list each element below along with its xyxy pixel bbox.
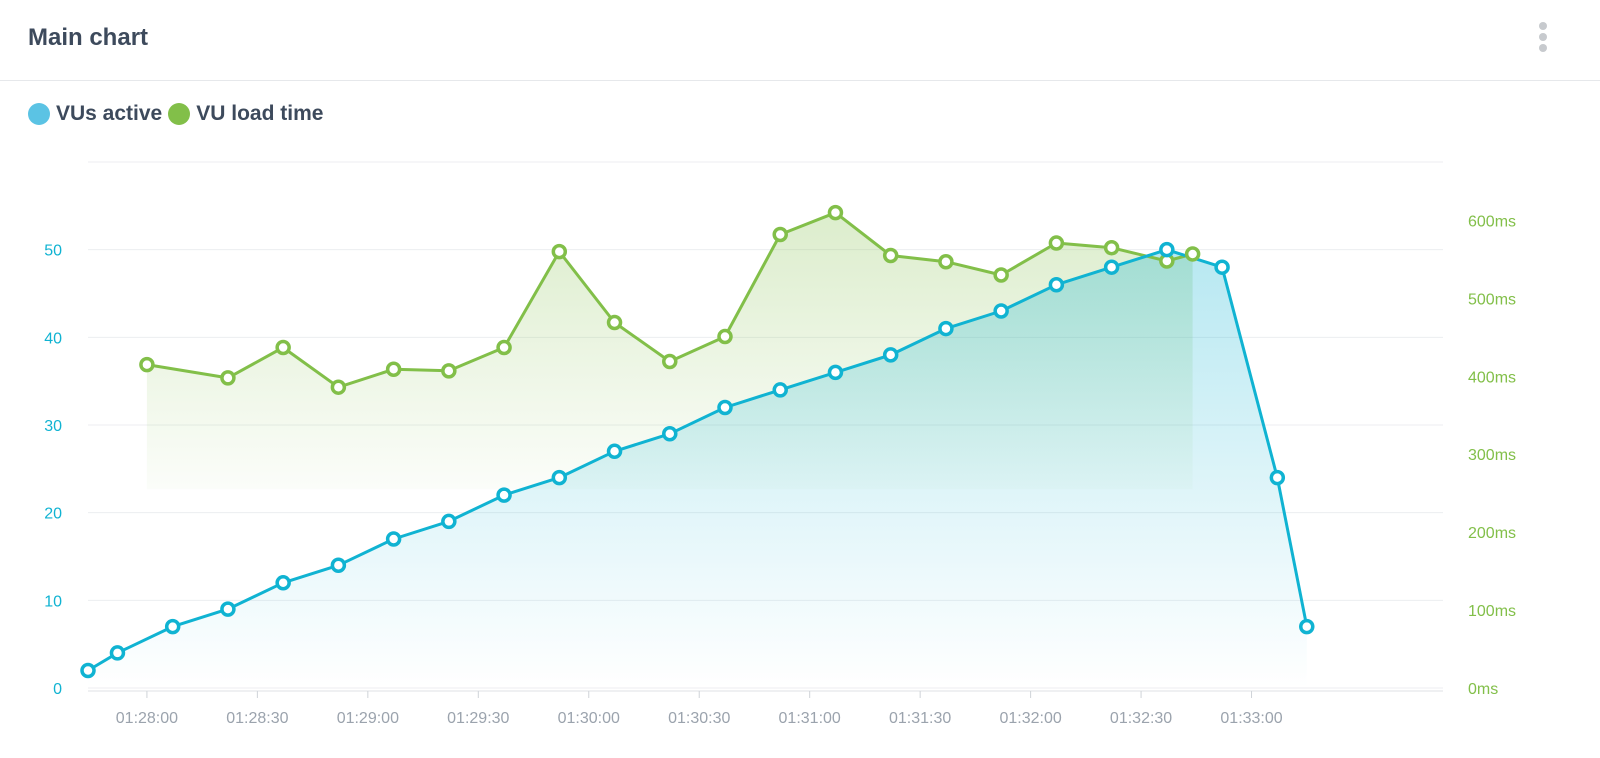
vu-load-time-point xyxy=(441,363,457,379)
vu-load-time-point xyxy=(717,328,733,345)
vu-load-time-point xyxy=(330,379,347,395)
legend-item-vus-active[interactable]: VUs active xyxy=(28,102,162,126)
vus-active-point xyxy=(662,426,678,442)
vus-active-point xyxy=(993,303,1009,319)
vu-load-time-line xyxy=(146,211,1193,389)
legend-swatch-vus-active xyxy=(28,103,50,125)
vus-active-point xyxy=(938,320,954,337)
chart-title: Main chart xyxy=(28,24,149,51)
vus-active-point xyxy=(551,469,568,486)
x-tick-label: 01:28:00 xyxy=(116,710,178,727)
vu-load-time-point xyxy=(496,339,512,356)
vus-active-point xyxy=(1103,259,1120,275)
vus-active-point xyxy=(385,531,402,547)
vus-active-area xyxy=(88,249,1307,688)
vus-active-point xyxy=(1269,469,1286,486)
legend-item-vu-load-time[interactable]: VU load time xyxy=(168,102,323,126)
y-left-tick-label: 40 xyxy=(44,330,62,347)
vus-active-point xyxy=(1159,241,1175,258)
legend-label: VU load time xyxy=(196,102,324,125)
vus-active-point xyxy=(496,487,512,503)
vu-load-time-point xyxy=(772,226,788,243)
y-left-tick-label: 0 xyxy=(53,681,62,698)
legend-swatch-vu-load-time xyxy=(168,103,191,125)
x-tick-label: 01:29:30 xyxy=(447,710,509,727)
y-right-tick-label: 200ms xyxy=(1468,525,1516,542)
vus-active-point xyxy=(772,382,788,398)
vu-load-time-point xyxy=(606,314,623,331)
vertical-ellipsis-icon[interactable] xyxy=(1535,22,1551,54)
vu-load-time-point xyxy=(1184,246,1201,262)
vu-load-time-point xyxy=(662,353,678,370)
x-tick-label: 01:28:30 xyxy=(226,710,288,727)
x-tick-label: 01:29:00 xyxy=(337,710,399,727)
vus-active-point xyxy=(80,662,96,679)
vus-active-point xyxy=(164,618,181,635)
vu-load-time-point xyxy=(139,356,155,373)
x-tick-label: 01:30:30 xyxy=(668,710,730,727)
vu-load-time-point xyxy=(385,361,402,378)
vu-load-time-point xyxy=(275,339,291,356)
vus-active-point xyxy=(330,557,347,574)
y-left-tick-label: 10 xyxy=(44,593,62,610)
vus-active-point xyxy=(441,513,457,530)
y-right-tick-label: 0ms xyxy=(1468,681,1498,698)
y-right-tick-label: 400ms xyxy=(1468,369,1516,386)
y-left-tick-label: 50 xyxy=(44,243,62,260)
vu-load-time-point xyxy=(993,267,1009,283)
y-right-tick-label: 500ms xyxy=(1468,291,1516,308)
x-tick-label: 01:33:00 xyxy=(1220,710,1282,727)
vus-active-line xyxy=(87,248,1309,672)
vus-active-point xyxy=(827,364,844,381)
x-tick-label: 01:30:00 xyxy=(558,710,620,727)
x-tick-label: 01:32:30 xyxy=(1110,710,1172,727)
x-tick-label: 01:31:30 xyxy=(889,710,951,727)
vu-load-time-point xyxy=(220,370,236,386)
vus-active-point xyxy=(717,399,733,416)
vu-load-time-point xyxy=(1048,235,1065,251)
vu-load-time-point xyxy=(938,253,954,270)
y-right-tick-label: 100ms xyxy=(1468,603,1516,620)
vu-load-time-point xyxy=(1103,239,1120,256)
vus-active-point xyxy=(882,347,899,363)
x-tick-label: 01:31:00 xyxy=(779,710,841,727)
vus-active-point xyxy=(606,443,623,460)
y-right-tick-label: 600ms xyxy=(1468,213,1516,230)
chart-header: Main chart xyxy=(0,0,1600,81)
y-left-tick-label: 20 xyxy=(44,506,62,523)
x-tick-label: 01:32:00 xyxy=(999,710,1061,727)
y-left-tick-label: 30 xyxy=(44,418,62,435)
vus-active-point xyxy=(1214,259,1230,275)
vu-load-time-point xyxy=(551,243,568,260)
legend-label: VUs active xyxy=(56,102,163,125)
vus-active-point xyxy=(220,601,236,617)
vu-load-time-point xyxy=(882,247,899,264)
chart-legend: VUs active VU load time xyxy=(28,102,329,126)
vus-active-point xyxy=(1048,276,1065,293)
vus-active-point xyxy=(275,575,291,591)
vu-load-time-point xyxy=(827,204,844,221)
vus-active-point xyxy=(109,645,126,661)
y-right-tick-label: 300ms xyxy=(1468,447,1516,464)
vus-active-point xyxy=(1299,618,1315,635)
